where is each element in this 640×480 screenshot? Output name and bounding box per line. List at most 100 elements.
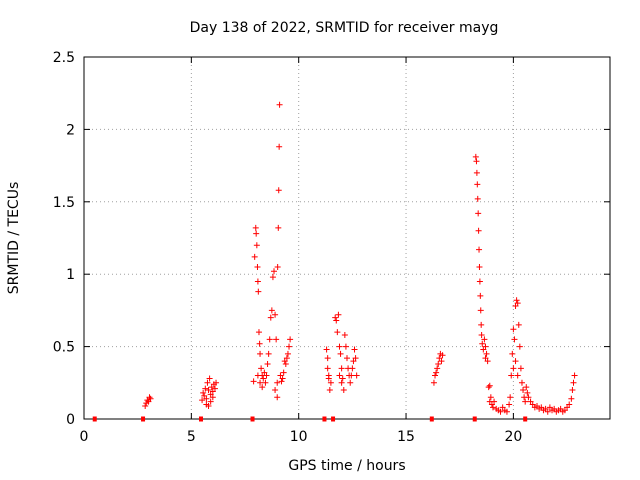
data-point <box>477 307 484 314</box>
data-point <box>335 311 342 318</box>
data-point <box>336 343 343 350</box>
data-point <box>523 384 530 391</box>
data-point <box>260 375 267 382</box>
data-point <box>351 346 358 353</box>
data-point <box>566 401 573 408</box>
data-point <box>333 317 340 324</box>
data-point <box>203 395 210 402</box>
data-point <box>282 360 289 367</box>
data-point <box>474 195 481 202</box>
gap-marker <box>199 416 204 422</box>
data-point <box>508 372 515 379</box>
data-point <box>571 372 578 379</box>
data-point <box>324 355 331 362</box>
data-point <box>147 395 154 402</box>
data-point <box>205 387 212 394</box>
data-point <box>348 372 355 379</box>
data-point <box>503 408 510 415</box>
data-point <box>255 288 262 295</box>
gridlines <box>84 57 610 419</box>
data-point <box>341 332 348 339</box>
data-point <box>207 398 214 405</box>
data-point <box>476 263 483 270</box>
data-point <box>516 343 523 350</box>
data-point <box>287 336 294 343</box>
gap-marker <box>523 416 528 422</box>
data-point <box>497 408 504 415</box>
y-axis-label: SRMTID / TECUs <box>6 182 22 295</box>
data-point <box>517 365 524 372</box>
data-point <box>339 375 346 382</box>
data-point <box>349 365 356 372</box>
data-point <box>486 398 493 405</box>
gap-marker <box>92 416 97 422</box>
data-point <box>477 292 484 299</box>
gap-marker <box>429 416 434 422</box>
data-point <box>332 314 339 321</box>
data-point <box>337 350 344 357</box>
data-point <box>513 297 520 304</box>
data-point <box>325 372 332 379</box>
data-point <box>278 378 285 385</box>
data-point <box>202 385 209 392</box>
data-point <box>213 379 220 386</box>
data-point <box>489 404 496 411</box>
data-point <box>434 365 441 372</box>
y-tick-label: 0.5 <box>53 340 75 356</box>
data-point <box>344 355 350 362</box>
data-point <box>514 372 521 379</box>
data-point <box>481 336 488 343</box>
plot-frame <box>83 56 611 420</box>
data-point <box>524 389 531 396</box>
data-point <box>430 379 437 386</box>
data-point <box>510 326 517 333</box>
data-point <box>338 365 345 372</box>
data-point <box>485 384 492 391</box>
data-point <box>506 401 513 408</box>
data-point <box>482 343 489 350</box>
y-tick-label: 1.5 <box>53 195 75 211</box>
data-point <box>254 278 261 285</box>
data-point <box>262 379 269 386</box>
y-tick-label: 1 <box>66 267 75 283</box>
data-point <box>518 379 525 386</box>
data-point <box>252 224 259 231</box>
data-point <box>272 387 279 394</box>
y-tick-label: 2.5 <box>53 50 75 66</box>
data-point <box>433 369 440 376</box>
data-point <box>255 329 262 336</box>
data-point <box>507 394 514 401</box>
data-point <box>274 263 281 270</box>
data-point <box>266 336 273 343</box>
data-point <box>439 352 446 359</box>
data-point <box>146 394 153 401</box>
data-point <box>275 224 282 231</box>
data-point <box>478 332 485 339</box>
data-point <box>254 372 261 379</box>
data-point <box>275 187 282 194</box>
data-point <box>487 394 494 401</box>
data-point <box>250 378 257 385</box>
data-point <box>276 101 283 108</box>
data-point <box>206 375 213 382</box>
gap-marker <box>141 416 146 422</box>
data-point <box>269 274 276 281</box>
data-point <box>209 394 216 401</box>
data-point <box>509 350 516 357</box>
data-point <box>272 311 279 318</box>
data-point <box>327 379 334 386</box>
data-point <box>267 314 274 321</box>
data-point <box>264 360 271 367</box>
data-point <box>340 387 347 394</box>
gap-marker <box>472 416 477 422</box>
data-point <box>352 355 359 362</box>
x-tick-label: 10 <box>290 429 308 445</box>
data-point <box>273 336 280 343</box>
data-point <box>283 355 290 362</box>
data-point <box>271 268 278 275</box>
data-point <box>347 379 354 386</box>
data-point <box>568 395 575 402</box>
data-point <box>473 158 480 165</box>
data-point <box>472 153 479 160</box>
data-point <box>515 321 522 328</box>
